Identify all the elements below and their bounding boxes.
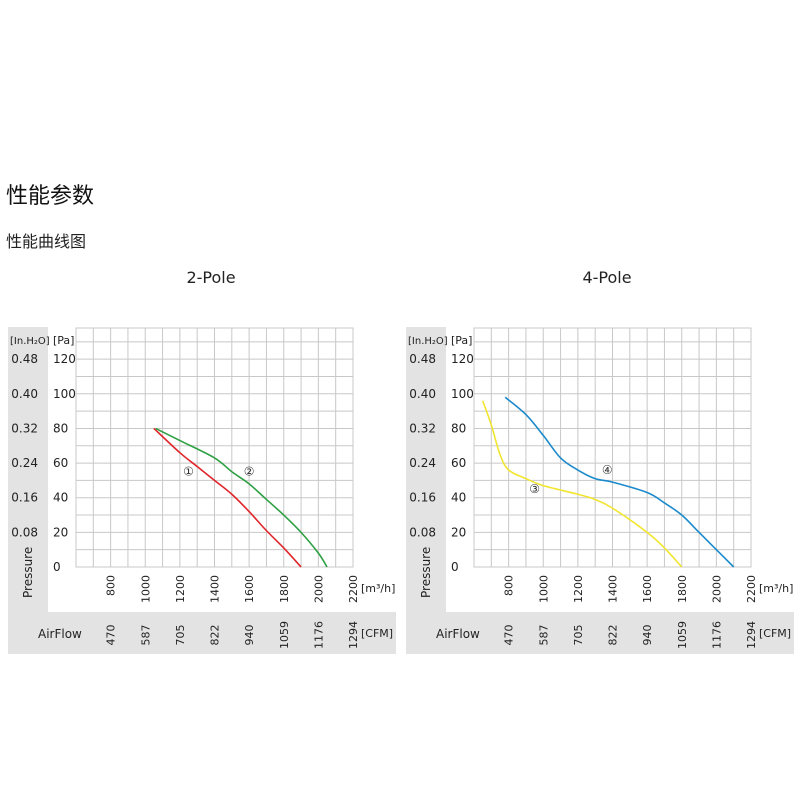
y2-tick-label: 0.32 — [11, 421, 38, 435]
x2-tick-label: 470 — [105, 625, 118, 646]
y-tick-label: 20 — [53, 525, 68, 539]
x2-unit: [CFM] — [361, 627, 393, 640]
y-unit: [Pa] — [53, 334, 74, 347]
x2-tick-label: 1294 — [745, 621, 758, 649]
x2-tick-label: 1176 — [312, 621, 325, 649]
series-label: ① — [183, 465, 194, 479]
chart-title-2-pole: 2-Pole — [186, 268, 236, 287]
x2-axis-label: AirFlow — [436, 627, 480, 641]
y-tick-label: 100 — [451, 387, 474, 401]
y2-tick-label: 0.08 — [11, 525, 38, 539]
y-tick-label: 120 — [451, 352, 474, 366]
x2-tick-label: 470 — [503, 625, 516, 646]
x2-tick-label: 940 — [243, 625, 256, 646]
y-tick-label: 40 — [53, 491, 68, 505]
plot-frame — [473, 327, 752, 568]
x2-tick-label: 1059 — [278, 621, 291, 649]
y2-tick-label: 0.48 — [11, 352, 38, 366]
chart-2-pole: 0 20 0.08 40 0.16 60 0.24 80 0.32 100 0.40 120 0.48 [… — [8, 327, 396, 654]
y-tick-label: 120 — [53, 352, 76, 366]
x-tick-label: 1200 — [572, 575, 585, 603]
x-tick-label: 1600 — [243, 575, 256, 603]
x2-tick-label: 705 — [572, 625, 585, 646]
y-tick-label: 20 — [451, 525, 466, 539]
x2-tick-label: 705 — [174, 625, 187, 646]
y2-tick-label: 0.24 — [409, 456, 436, 470]
x2-tick-label: 587 — [537, 625, 550, 646]
series-line — [504, 396, 735, 568]
x-unit: [m³/h] — [361, 582, 395, 595]
x-unit: [m³/h] — [759, 582, 793, 595]
y-tick-label: 60 — [53, 456, 68, 470]
y2-tick-label: 0.16 — [11, 491, 38, 505]
x-tick-label: 800 — [503, 575, 516, 596]
chart-title-4-pole: 4-Pole — [582, 268, 632, 287]
y-tick-label: 40 — [451, 491, 466, 505]
plot-background — [48, 327, 396, 612]
y2-tick-label: 0.40 — [409, 387, 436, 401]
x2-tick-label: 822 — [607, 625, 620, 646]
series-line — [481, 400, 683, 568]
y-tick-label: 80 — [53, 421, 68, 435]
x2-axis-label: AirFlow — [38, 627, 82, 641]
series-line — [153, 427, 302, 568]
x2-tick-label: 1059 — [676, 621, 689, 649]
series-label: ② — [244, 465, 255, 479]
plot-frame — [75, 327, 354, 568]
x2-tick-label: 1176 — [710, 621, 723, 649]
y2-tick-label: 0.40 — [11, 387, 38, 401]
x-tick-label: 2200 — [745, 575, 758, 603]
y-unit: [Pa] — [451, 334, 472, 347]
x-tick-label: 1800 — [676, 575, 689, 603]
series-line — [155, 427, 328, 568]
y-tick-label: 60 — [451, 456, 466, 470]
x-tick-label: 1400 — [607, 575, 620, 603]
x-tick-label: 2000 — [312, 575, 325, 603]
y-axis-label: Pressure — [21, 547, 35, 598]
x-tick-label: 800 — [105, 575, 118, 596]
y2-tick-label: 0.08 — [409, 525, 436, 539]
y2-tick-label: 0.48 — [409, 352, 436, 366]
y-axis-label: Pressure — [419, 547, 433, 598]
y2-tick-label: 0.32 — [409, 421, 436, 435]
plot-background — [446, 327, 794, 612]
page-title: 性能参数 — [6, 184, 95, 209]
x-tick-label: 1000 — [537, 575, 550, 603]
x2-tick-label: 1294 — [347, 621, 360, 649]
y-tick-label: 0 — [451, 560, 459, 574]
y-tick-label: 80 — [451, 421, 466, 435]
x-tick-label: 1200 — [174, 575, 187, 603]
y2-tick-label: 0.16 — [409, 491, 436, 505]
y2-unit: [In.H₂O] — [10, 336, 50, 347]
x-tick-label: 2000 — [710, 575, 723, 603]
x2-unit: [CFM] — [759, 627, 791, 640]
x-tick-label: 1000 — [139, 575, 152, 603]
x2-tick-label: 940 — [641, 625, 654, 646]
page-subtitle: 性能曲线图 — [6, 232, 87, 251]
chart-4-pole: 0 20 0.08 40 0.16 60 0.24 80 0.32 100 0.40 120 0.48 [… — [406, 327, 794, 654]
y-tick-label: 0 — [53, 560, 61, 574]
x-tick-label: 2200 — [347, 575, 360, 603]
y2-tick-label: 0.24 — [11, 456, 38, 470]
x-tick-label: 1400 — [209, 575, 222, 603]
x2-tick-label: 822 — [209, 625, 222, 646]
series-label: ③ — [529, 482, 540, 496]
y-tick-label: 100 — [53, 387, 76, 401]
x2-tick-label: 587 — [139, 625, 152, 646]
y2-unit: [In.H₂O] — [408, 336, 448, 347]
x-tick-label: 1600 — [641, 575, 654, 603]
x-tick-label: 1800 — [278, 575, 291, 603]
series-label: ④ — [602, 463, 613, 477]
